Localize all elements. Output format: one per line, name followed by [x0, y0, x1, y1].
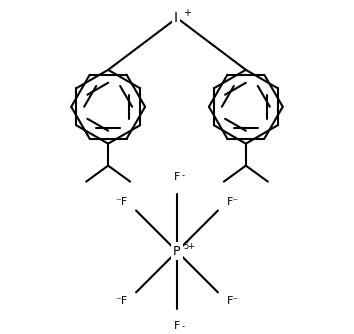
Text: P: P — [173, 245, 181, 258]
Text: ⁻F: ⁻F — [115, 197, 127, 207]
Text: F⁻: F⁻ — [227, 296, 239, 306]
Text: +: + — [183, 8, 191, 18]
Text: ⁻F: ⁻F — [115, 296, 127, 306]
Text: F: F — [174, 172, 180, 182]
Text: I: I — [174, 11, 178, 25]
Text: 5+: 5+ — [183, 242, 195, 251]
Text: -: - — [182, 172, 185, 181]
Text: -: - — [182, 322, 185, 331]
Text: F⁻: F⁻ — [227, 197, 239, 207]
Text: F: F — [174, 321, 180, 331]
